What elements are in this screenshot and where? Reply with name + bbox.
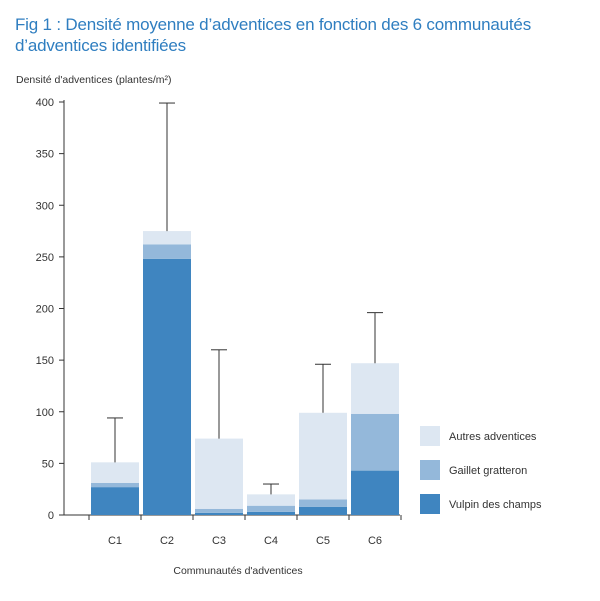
bar-c1-autres <box>91 462 139 483</box>
legend-swatch-3 <box>420 494 440 514</box>
y-tick-label: 50 <box>42 458 54 470</box>
bar-c3-gaillet <box>195 508 243 513</box>
bar-c5-autres <box>299 412 347 500</box>
bar-c3-autres <box>195 438 243 509</box>
y-axis-title: Densité d'adventices (plantes/m²) <box>16 74 172 86</box>
bars <box>91 231 399 515</box>
chart-title-line-1: Fig 1 : Densité moyenne d’adventices en … <box>15 15 531 34</box>
bar-c1-gaillet <box>91 482 139 488</box>
legend-swatch-2 <box>420 460 440 480</box>
error-bar-c4 <box>263 483 279 495</box>
y-tick-label: 300 <box>36 200 54 212</box>
legend-label-3: Vulpin des champs <box>449 499 542 511</box>
y-tick-label: 100 <box>36 407 54 419</box>
bar-c6-vulpin <box>351 470 399 515</box>
bar-c5-gaillet <box>299 499 347 507</box>
error-bars <box>107 102 383 495</box>
x-tick-label-c2: C2 <box>160 535 174 547</box>
y-tick-label: 400 <box>36 97 54 109</box>
error-bar-c1 <box>107 417 123 463</box>
y-tick-label: 150 <box>36 355 54 367</box>
x-tick-label-c3: C3 <box>212 535 226 547</box>
bar-c4-autres <box>247 494 295 506</box>
x-tick-label-c4: C4 <box>264 535 278 547</box>
error-bar-c3 <box>211 349 227 439</box>
bar-c6-gaillet <box>351 413 399 471</box>
bar-c3-vulpin <box>195 512 243 515</box>
bar-c5-vulpin <box>299 506 347 515</box>
x-tick-label-c6: C6 <box>368 535 382 547</box>
bar-c4-gaillet <box>247 505 295 512</box>
y-tick-label: 0 <box>48 510 54 522</box>
error-bar-c5 <box>315 363 331 413</box>
bar-c4-vulpin <box>247 511 295 515</box>
legend-label-2: Gaillet gratteron <box>449 465 527 477</box>
error-bar-c2 <box>159 102 175 232</box>
error-bar-c6 <box>367 312 383 364</box>
bar-c1-vulpin <box>91 487 139 515</box>
x-tick-label-c1: C1 <box>108 535 122 547</box>
x-tick-label-c5: C5 <box>316 535 330 547</box>
legend-label-1: Autres adventices <box>449 431 537 443</box>
bar-c6-autres <box>351 363 399 414</box>
y-tick-label: 250 <box>36 252 54 264</box>
bar-c2-autres <box>143 231 191 245</box>
legend: Autres adventices Gaillet gratteron Vulpin… <box>420 426 542 514</box>
bar-c2-gaillet <box>143 244 191 259</box>
x-axis-title: Communautés d'adventices <box>173 565 302 577</box>
legend-swatch-1 <box>420 426 440 446</box>
bar-c2-vulpin <box>143 258 191 515</box>
y-tick-label: 200 <box>36 304 54 316</box>
chart-title-line-2: d’adventices identifiées <box>15 36 186 55</box>
chart-title: Fig 1 : Densité moyenne d’adventices en … <box>15 14 585 56</box>
y-tick-label: 350 <box>36 149 54 161</box>
